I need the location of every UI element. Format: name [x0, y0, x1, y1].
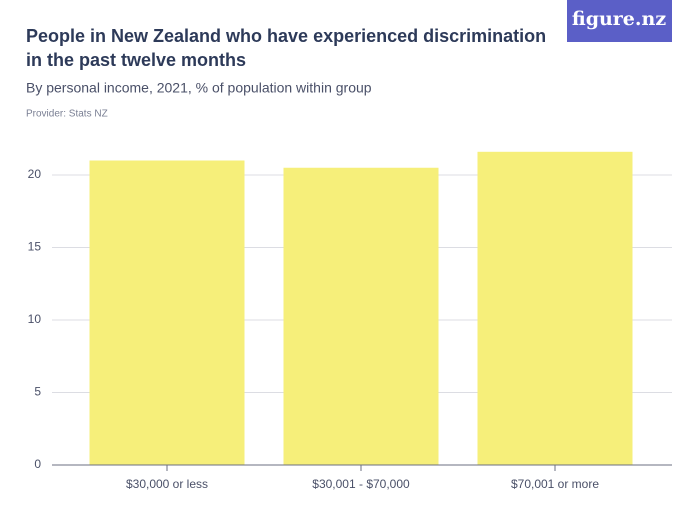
y-tick-label: 20 — [28, 167, 42, 181]
bar — [283, 167, 439, 465]
y-tick-label: 10 — [28, 312, 42, 326]
y-tick-label: 15 — [28, 240, 42, 254]
bar — [89, 160, 245, 465]
x-tick-label: $30,001 - $70,000 — [312, 477, 410, 491]
logo-box — [567, 0, 672, 42]
bar — [477, 151, 633, 466]
chart-subtitle: By personal income, 2021, % of populatio… — [26, 80, 372, 96]
x-tick-label: $70,001 or more — [511, 477, 599, 491]
chart-title: People in New Zealand who have experienc… — [26, 26, 546, 70]
logo: figure.nz — [572, 8, 666, 30]
x-tick-label: $30,000 or less — [126, 477, 208, 491]
provider: Provider: Stats NZ — [26, 109, 108, 120]
y-tick-label: 5 — [34, 385, 41, 399]
y-tick-label: 0 — [34, 457, 41, 471]
